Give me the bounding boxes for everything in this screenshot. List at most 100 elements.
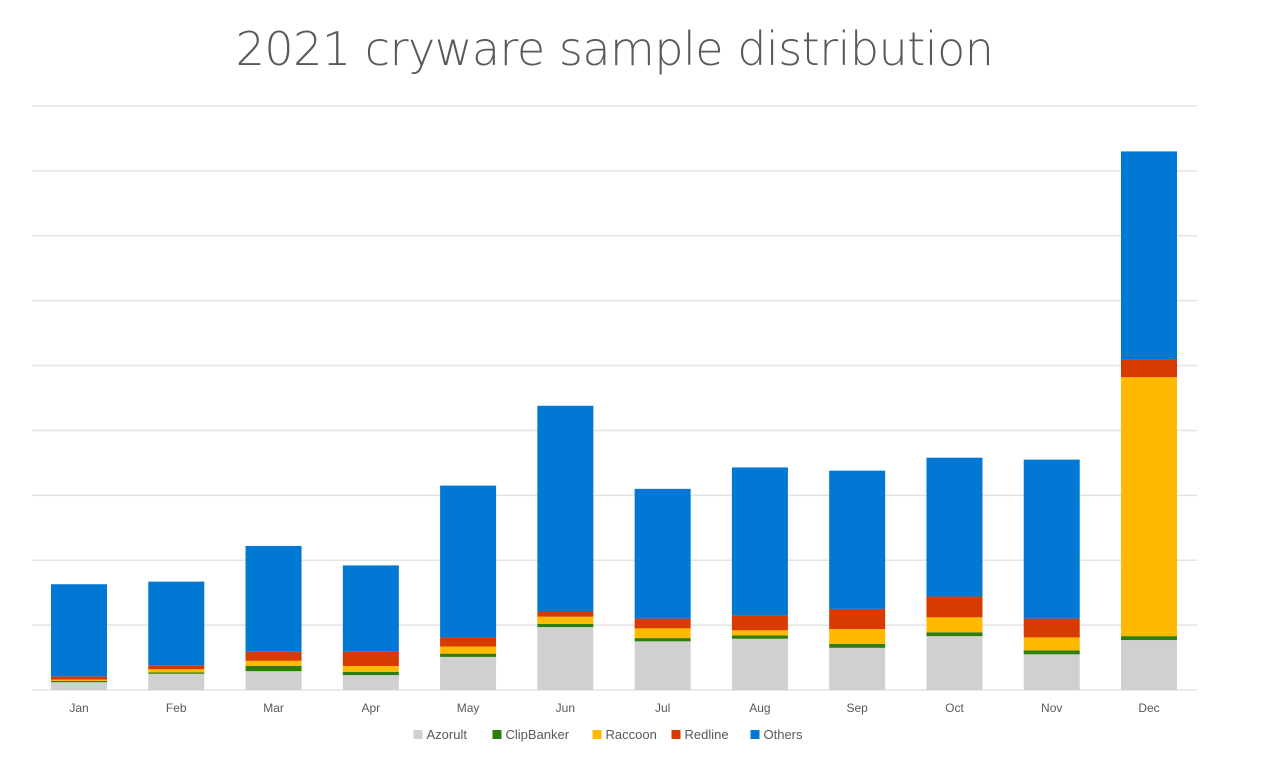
legend-label: Azorult [427, 727, 468, 742]
x-tick-label: Dec [1138, 701, 1159, 715]
x-tick-label: Feb [166, 701, 187, 715]
bar-segment-raccoon-oct [926, 617, 983, 633]
bar-segment-others-aug [731, 467, 788, 616]
legend: Azorult ClipBanker Raccoon Redline Others [413, 727, 804, 742]
bar-stack-jun [537, 405, 594, 690]
bar-stack-apr [342, 565, 399, 690]
bar-segment-redline-mar [245, 651, 302, 661]
bar-stack-may [440, 485, 497, 690]
bar-segment-raccoon-feb [148, 669, 205, 673]
bar-segment-redline-jul [634, 618, 691, 629]
x-tick-label: May [457, 701, 480, 715]
gridlines [32, 105, 1197, 691]
legend-swatch [492, 730, 502, 739]
bar-segment-redline-feb [148, 665, 205, 670]
x-tick-label: Nov [1041, 701, 1062, 715]
bar-segment-clipbanker-oct [926, 632, 983, 637]
bar-segment-clipbanker-may [440, 653, 497, 657]
bar-segment-clipbanker-sep [829, 643, 886, 648]
bar-segment-azorult-jul [634, 641, 691, 690]
bar-segment-clipbanker-nov [1023, 650, 1080, 655]
bar-segment-azorult-jun [537, 627, 594, 690]
bar-segment-others-jun [537, 405, 594, 612]
bar-segment-clipbanker-aug [731, 635, 788, 639]
x-tick-label: Jul [655, 701, 670, 715]
bar-segment-azorult-feb [148, 673, 205, 690]
bar-stack-oct [926, 457, 983, 690]
bar-segment-redline-aug [731, 615, 788, 631]
bar-segment-redline-jan [51, 676, 107, 680]
bar-segment-azorult-jan [51, 682, 107, 690]
x-tick-label: Apr [361, 701, 380, 715]
bar-segment-clipbanker-mar [245, 665, 302, 672]
bar-stack-nov [1023, 459, 1080, 690]
bar-segment-raccoon-sep [829, 629, 886, 644]
bar-segment-azorult-apr [342, 675, 399, 690]
bar-stack-dec [1121, 151, 1177, 690]
legend-item-raccoon: Raccoon [592, 727, 657, 742]
bar-stack-jan [51, 584, 107, 690]
bar-segment-azorult-may [440, 656, 497, 690]
chart-title: 2021 cryware sample distribution [235, 22, 994, 76]
legend-item-azorult: Azorult [413, 727, 468, 742]
bar-segment-raccoon-jun [537, 616, 594, 624]
bar-segment-azorult-mar [245, 671, 302, 690]
bar-segment-azorult-nov [1023, 654, 1080, 690]
bar-segment-clipbanker-jul [634, 638, 691, 642]
bar-segment-raccoon-apr [342, 665, 399, 672]
bar-segment-others-nov [1023, 459, 1080, 619]
bar-segment-clipbanker-jan [51, 680, 107, 683]
x-tick-label: Jun [556, 701, 575, 715]
legend-swatch [413, 730, 423, 739]
bar-segment-azorult-dec [1121, 640, 1177, 690]
bar-segment-others-dec [1121, 151, 1177, 360]
bar-segment-raccoon-jan [51, 679, 107, 681]
legend-label: ClipBanker [506, 727, 570, 742]
legend-swatch [750, 730, 760, 739]
bar-stack-feb [148, 581, 205, 690]
bar-segment-redline-sep [829, 608, 886, 630]
bar-segment-clipbanker-feb [148, 672, 205, 674]
bar-segment-azorult-sep [829, 647, 886, 690]
bar-segment-raccoon-aug [731, 630, 788, 636]
legend-item-others: Others [750, 727, 804, 742]
bar-segment-others-feb [148, 581, 205, 666]
legend-label: Others [764, 727, 804, 742]
x-tick-label: Mar [263, 701, 284, 715]
bar-stack-jul [634, 488, 691, 690]
bar-segment-others-jul [634, 488, 691, 619]
bar-segment-others-oct [926, 457, 983, 597]
bar-stack-mar [245, 545, 302, 690]
legend-label: Raccoon [606, 727, 657, 742]
bar-segment-clipbanker-apr [342, 671, 399, 676]
bars [51, 151, 1177, 690]
bar-segment-raccoon-mar [245, 660, 302, 666]
legend-swatch [671, 730, 681, 739]
bar-segment-others-may [440, 485, 497, 638]
bar-segment-redline-apr [342, 651, 399, 666]
bar-segment-azorult-oct [926, 636, 983, 690]
bar-segment-raccoon-may [440, 646, 497, 654]
bar-segment-redline-oct [926, 596, 983, 618]
x-axis: Jan Feb Mar Apr May Jun Jul Aug Sep Oct Nov Dec [69, 701, 1159, 715]
x-tick-label: Oct [945, 701, 964, 715]
bar-segment-others-apr [342, 565, 399, 652]
bar-segment-others-mar [245, 545, 302, 652]
bar-segment-redline-dec [1121, 359, 1177, 378]
x-tick-label: Sep [847, 701, 869, 715]
bar-segment-redline-may [440, 637, 497, 647]
bar-segment-others-sep [829, 470, 886, 609]
bar-segment-raccoon-jul [634, 628, 691, 639]
legend-item-clipbanker: ClipBanker [492, 727, 570, 742]
bar-segment-clipbanker-jun [537, 623, 594, 628]
bar-segment-clipbanker-dec [1121, 636, 1177, 641]
legend-item-redline: Redline [671, 727, 729, 742]
bar-segment-others-jan [51, 584, 107, 677]
legend-swatch [592, 730, 602, 739]
bar-segment-azorult-aug [731, 638, 788, 690]
bar-segment-redline-jun [537, 611, 594, 617]
x-tick-label: Jan [69, 701, 88, 715]
bar-stack-aug [731, 467, 788, 690]
x-tick-label: Aug [749, 701, 770, 715]
